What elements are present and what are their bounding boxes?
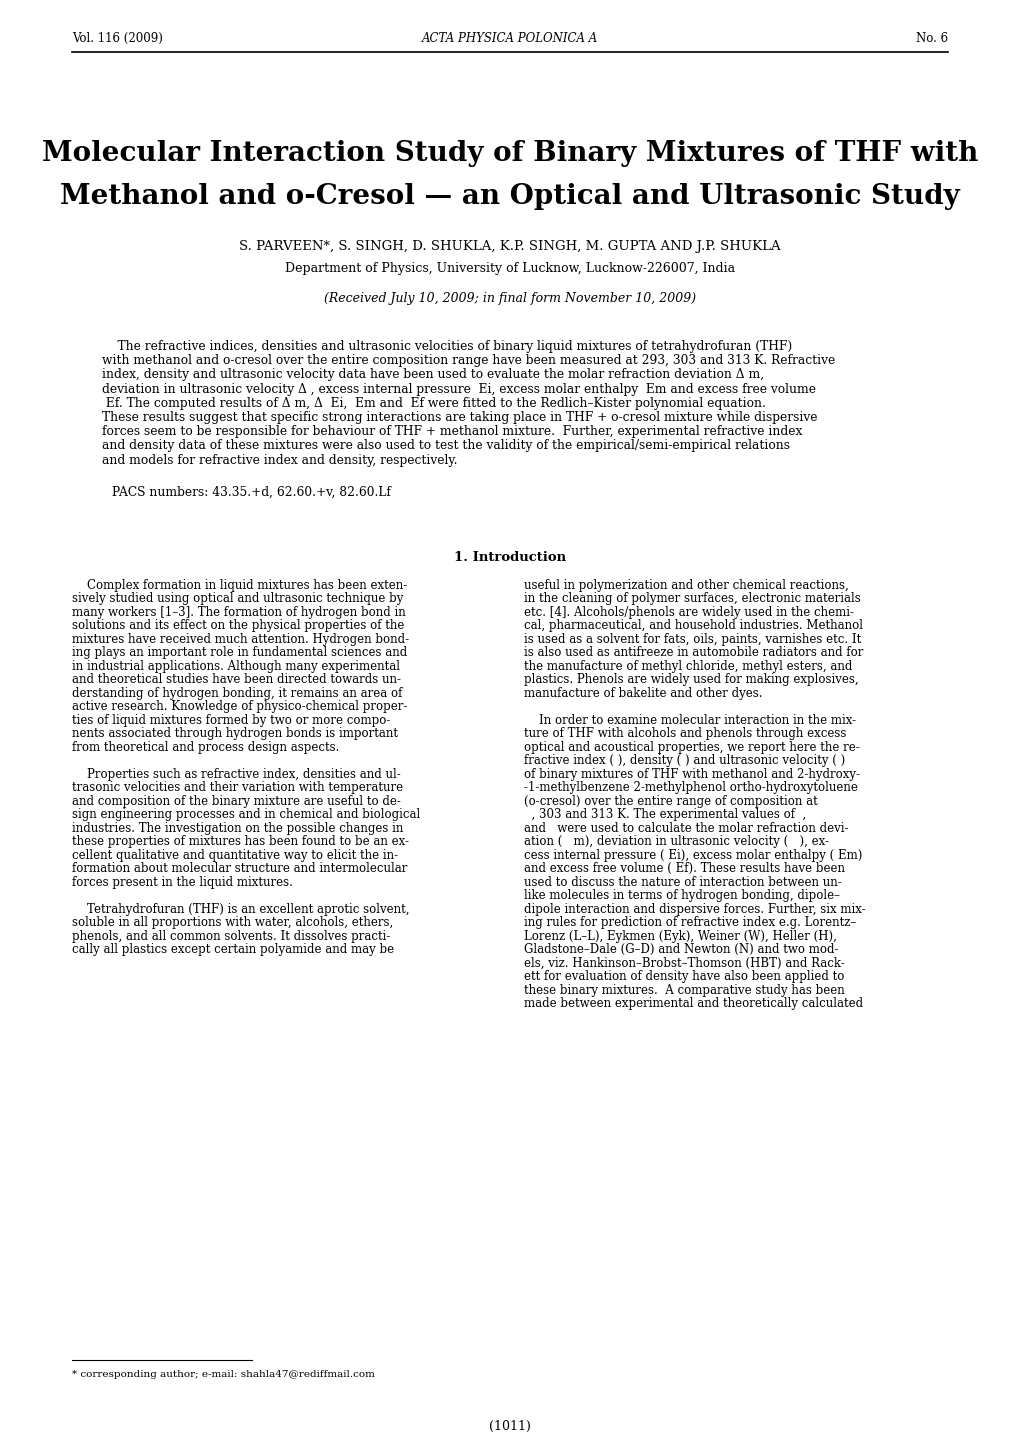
Text: Methanol and o-Cresol — an Optical and Ultrasonic Study: Methanol and o-Cresol — an Optical and U… — [60, 183, 959, 211]
Text: Gladstone–Dale (G–D) and Newton (N) and two mod-: Gladstone–Dale (G–D) and Newton (N) and … — [524, 944, 838, 957]
Text: like molecules in terms of hydrogen bonding, dipole–: like molecules in terms of hydrogen bond… — [524, 889, 840, 902]
Text: (o-cresol) over the entire range of composition at: (o-cresol) over the entire range of comp… — [524, 795, 817, 808]
Text: formation about molecular structure and intermolecular: formation about molecular structure and … — [72, 863, 407, 876]
Text: and composition of the binary mixture are useful to de-: and composition of the binary mixture ar… — [72, 795, 400, 808]
Text: with methanol and o-cresol over the entire composition range have been measured : with methanol and o-cresol over the enti… — [102, 354, 835, 367]
Text: is also used as antifreeze in automobile radiators and for: is also used as antifreeze in automobile… — [524, 646, 862, 659]
Text: dipole interaction and dispersive forces. Further, six mix-: dipole interaction and dispersive forces… — [524, 903, 865, 916]
Text: The refractive indices, densities and ultrasonic velocities of binary liquid mix: The refractive indices, densities and ul… — [102, 341, 792, 354]
Text: Ef. The computed results of Δ m, Δ  Ei,  Em and  Ef were fitted to the Redlich–K: Ef. The computed results of Δ m, Δ Ei, E… — [102, 397, 765, 410]
Text: derstanding of hydrogen bonding, it remains an area of: derstanding of hydrogen bonding, it rema… — [72, 687, 401, 700]
Text: cess internal pressure ( Ei), excess molar enthalpy ( Em): cess internal pressure ( Ei), excess mol… — [524, 848, 861, 861]
Text: soluble in all proportions with water, alcohols, ethers,: soluble in all proportions with water, a… — [72, 916, 393, 929]
Text: cally all plastics except certain polyamide and may be: cally all plastics except certain polyam… — [72, 944, 393, 957]
Text: these properties of mixtures has been found to be an ex-: these properties of mixtures has been fo… — [72, 835, 409, 848]
Text: ing rules for prediction of refractive index e.g. Lorentz–: ing rules for prediction of refractive i… — [524, 916, 855, 929]
Text: phenols, and all common solvents. It dissolves practi-: phenols, and all common solvents. It dis… — [72, 929, 390, 942]
Text: and density data of these mixtures were also used to test the validity of the em: and density data of these mixtures were … — [102, 440, 790, 453]
Text: No. 6: No. 6 — [915, 32, 947, 45]
Text: the manufacture of methyl chloride, methyl esters, and: the manufacture of methyl chloride, meth… — [524, 659, 852, 672]
Text: nents associated through hydrogen bonds is important: nents associated through hydrogen bonds … — [72, 727, 397, 740]
Text: cal, pharmaceutical, and household industries. Methanol: cal, pharmaceutical, and household indus… — [524, 619, 862, 632]
Text: optical and acoustical properties, we report here the re-: optical and acoustical properties, we re… — [524, 740, 859, 753]
Text: of binary mixtures of THF with methanol and 2-hydroxy-: of binary mixtures of THF with methanol … — [524, 768, 859, 781]
Text: ing plays an important role in fundamental sciences and: ing plays an important role in fundament… — [72, 646, 407, 659]
Text: ation (   m), deviation in ultrasonic velocity (   ), ex-: ation ( m), deviation in ultrasonic velo… — [524, 835, 828, 848]
Text: cellent qualitative and quantitative way to elicit the in-: cellent qualitative and quantitative way… — [72, 848, 397, 861]
Text: active research. Knowledge of physico-chemical proper-: active research. Knowledge of physico-ch… — [72, 700, 407, 713]
Text: and models for refractive index and density, respectively.: and models for refractive index and dens… — [102, 453, 458, 466]
Text: trasonic velocities and their variation with temperature: trasonic velocities and their variation … — [72, 781, 403, 794]
Text: Vol. 116 (2009): Vol. 116 (2009) — [72, 32, 163, 45]
Text: Molecular Interaction Study of Binary Mixtures of THF with: Molecular Interaction Study of Binary Mi… — [42, 140, 977, 167]
Text: These results suggest that specific strong interactions are taking place in THF : These results suggest that specific stro… — [102, 411, 816, 424]
Text: these binary mixtures.  A comparative study has been: these binary mixtures. A comparative stu… — [524, 984, 844, 997]
Text: ACTA PHYSICA POLONICA A: ACTA PHYSICA POLONICA A — [422, 32, 597, 45]
Text: in industrial applications. Although many experimental: in industrial applications. Although man… — [72, 659, 399, 672]
Text: ture of THF with alcohols and phenols through excess: ture of THF with alcohols and phenols th… — [524, 727, 846, 740]
Text: Lorenz (L–L), Eykmen (Eyk), Weiner (W), Heller (H),: Lorenz (L–L), Eykmen (Eyk), Weiner (W), … — [524, 929, 836, 942]
Text: and   were used to calculate the molar refraction devi-: and were used to calculate the molar ref… — [524, 823, 848, 835]
Text: index, density and ultrasonic velocity data have been used to evaluate the molar: index, density and ultrasonic velocity d… — [102, 368, 763, 381]
Text: (Received July 10, 2009; in final form November 10, 2009): (Received July 10, 2009; in final form N… — [324, 291, 695, 304]
Text: ties of liquid mixtures formed by two or more compo-: ties of liquid mixtures formed by two or… — [72, 714, 390, 727]
Text: mixtures have received much attention. Hydrogen bond-: mixtures have received much attention. H… — [72, 633, 409, 646]
Text: sign engineering processes and in chemical and biological: sign engineering processes and in chemic… — [72, 808, 420, 821]
Text: solutions and its effect on the physical properties of the: solutions and its effect on the physical… — [72, 619, 404, 632]
Text: Complex formation in liquid mixtures has been exten-: Complex formation in liquid mixtures has… — [72, 579, 407, 592]
Text: Department of Physics, University of Lucknow, Lucknow-226007, India: Department of Physics, University of Luc… — [284, 263, 735, 276]
Text: etc. [4]. Alcohols/phenols are widely used in the chemi-: etc. [4]. Alcohols/phenols are widely us… — [524, 606, 853, 619]
Text: and excess free volume ( Ef). These results have been: and excess free volume ( Ef). These resu… — [524, 863, 844, 876]
Text: made between experimental and theoretically calculated: made between experimental and theoretica… — [524, 997, 862, 1010]
Text: in the cleaning of polymer surfaces, electronic materials: in the cleaning of polymer surfaces, ele… — [524, 592, 860, 605]
Text: (1011): (1011) — [488, 1420, 531, 1433]
Text: In order to examine molecular interaction in the mix-: In order to examine molecular interactio… — [524, 714, 855, 727]
Text: plastics. Phenols are widely used for making explosives,: plastics. Phenols are widely used for ma… — [524, 674, 858, 687]
Text: many workers [1–3]. The formation of hydrogen bond in: many workers [1–3]. The formation of hyd… — [72, 606, 406, 619]
Text: industries. The investigation on the possible changes in: industries. The investigation on the pos… — [72, 823, 403, 835]
Text: els, viz. Hankinson–Brobst–Thomson (HBT) and Rack-: els, viz. Hankinson–Brobst–Thomson (HBT)… — [524, 957, 844, 970]
Text: deviation in ultrasonic velocity Δ , excess internal pressure  Ei, excess molar : deviation in ultrasonic velocity Δ , exc… — [102, 382, 815, 395]
Text: from theoretical and process design aspects.: from theoretical and process design aspe… — [72, 740, 339, 753]
Text: ett for evaluation of density have also been applied to: ett for evaluation of density have also … — [524, 970, 844, 983]
Text: PACS numbers: 43.35.+d, 62.60.+v, 82.60.Lf: PACS numbers: 43.35.+d, 62.60.+v, 82.60.… — [112, 486, 390, 499]
Text: , 303 and 313 K. The experimental values of  ,: , 303 and 313 K. The experimental values… — [524, 808, 805, 821]
Text: forces seem to be responsible for behaviour of THF + methanol mixture.  Further,: forces seem to be responsible for behavi… — [102, 426, 802, 439]
Text: and theoretical studies have been directed towards un-: and theoretical studies have been direct… — [72, 674, 400, 687]
Text: Properties such as refractive index, densities and ul-: Properties such as refractive index, den… — [72, 768, 400, 781]
Text: used to discuss the nature of interaction between un-: used to discuss the nature of interactio… — [524, 876, 841, 889]
Text: is used as a solvent for fats, oils, paints, varnishes etc. It: is used as a solvent for fats, oils, pai… — [524, 633, 860, 646]
Text: fractive index ( ), density ( ) and ultrasonic velocity ( ): fractive index ( ), density ( ) and ultr… — [524, 755, 845, 768]
Text: S. PARVEEN*, S. SINGH, D. SHUKLA, K.P. SINGH, M. GUPTA AND J.P. SHUKLA: S. PARVEEN*, S. SINGH, D. SHUKLA, K.P. S… — [238, 240, 781, 253]
Text: * corresponding author; e-mail: shahla47@rediffmail.com: * corresponding author; e-mail: shahla47… — [72, 1369, 375, 1380]
Text: -1-methylbenzene 2-methylphenol ortho-hydroxytoluene: -1-methylbenzene 2-methylphenol ortho-hy… — [524, 781, 857, 794]
Text: useful in polymerization and other chemical reactions,: useful in polymerization and other chemi… — [524, 579, 848, 592]
Text: 1. Introduction: 1. Introduction — [453, 551, 566, 564]
Text: manufacture of bakelite and other dyes.: manufacture of bakelite and other dyes. — [524, 687, 762, 700]
Text: sively studied using optical and ultrasonic technique by: sively studied using optical and ultraso… — [72, 592, 403, 605]
Text: forces present in the liquid mixtures.: forces present in the liquid mixtures. — [72, 876, 292, 889]
Text: Tetrahydrofuran (THF) is an excellent aprotic solvent,: Tetrahydrofuran (THF) is an excellent ap… — [72, 903, 409, 916]
